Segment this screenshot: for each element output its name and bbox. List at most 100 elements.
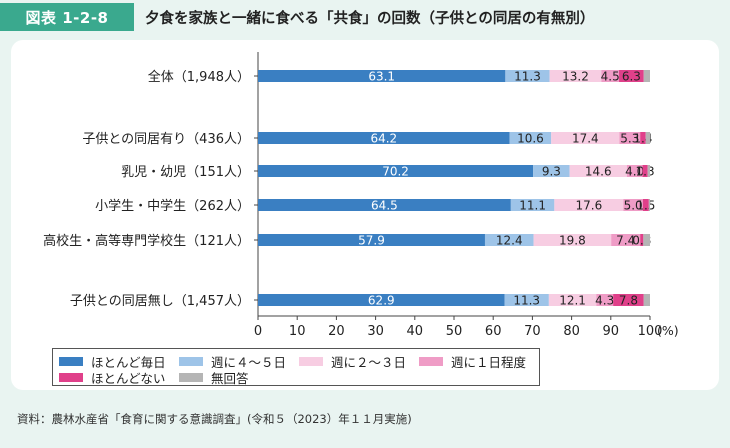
bar-segment [642,165,648,177]
figure-number-badge: 図表 1-2-8 [0,3,134,31]
bar-segment [569,165,627,177]
bar-segment [533,165,570,177]
legend-item-2-3-days: 週に２～３日 [299,352,406,371]
bar-segment [643,294,650,306]
bar-value-label: 12.4 [496,234,523,248]
bar-segment [643,70,650,82]
x-tick-label: 10 [289,324,306,339]
bar-segment [623,199,643,211]
bar-value-label: 1.3 [636,165,655,179]
bar-value-label: 11.3 [513,294,540,308]
bar-segment [613,294,644,306]
legend-label: 無回答 [211,371,249,386]
stacked-bar-chart: 0 10 20 30 40 50 60 70 80 90 100(%) 全体（1,948人） 63.1 1… [43,52,679,339]
legend-label: 週に４～５日 [211,355,287,370]
bar-segment [619,70,644,82]
bar-value-label: 4.3 [595,294,614,308]
bar-value-label: 62.9 [368,294,395,308]
bar-segment [619,132,641,144]
category-label: 小学生・中学生（262人） [95,198,250,214]
category-label: 乳児・幼児（151人） [121,165,250,180]
category-label: 全体（1,948人） [148,69,250,85]
bar-segment [551,132,620,144]
legend-swatch [59,373,83,382]
x-tick-label: 0 [254,324,262,339]
bar-value-label: 11.3 [514,70,541,84]
bar-value-label: 17.6 [575,199,602,213]
legend-item-1-day: 週に１日程度 [419,352,526,371]
bar-segment [258,294,505,306]
bar-value-label: 17.4 [572,132,599,146]
bar-segment [510,199,555,211]
x-tick-label: 90 [603,324,620,339]
bar-segment [258,199,511,211]
category-label: 高校生・高等専門学校生（121人） [43,233,250,249]
x-tick-label: 80 [563,324,580,339]
bar-value-label: 9.3 [542,165,561,179]
bar-segment [645,132,650,144]
bar-segment [258,234,485,246]
figure-title: 夕食を家族と一緒に食べる「共食」の回数（子供との同居の有無別） [145,11,595,27]
bar-value-label: 70.2 [382,165,409,179]
bar-value-label: 7.8 [619,294,638,308]
bar-value-label: 12.1 [559,294,586,308]
legend-swatch [419,357,443,366]
bar-segment [549,70,602,82]
bar-segment [640,234,644,246]
bar-segment [626,165,643,177]
x-tick-label: 70 [524,324,541,339]
bar-value-label: 5.3 [620,132,639,146]
category-label: 子供との同居有り（436人） [82,132,250,147]
bar-value-label: 11.1 [519,199,546,213]
bar-segment [258,132,510,144]
bar-value-label: 14.6 [585,165,612,179]
x-tick-label: 60 [485,324,502,339]
x-unit-label: (%) [657,323,679,338]
legend-swatch [59,357,83,366]
x-tick-label: 50 [446,324,463,339]
bar-segment [642,199,649,211]
legend-item-4-5-days: 週に４～５日 [179,352,286,371]
bar-segment [554,199,624,211]
legend-label: 週に１日程度 [451,355,527,370]
chart-panel [11,40,719,390]
x-tick-label: 20 [328,324,345,339]
legend-swatch [179,373,203,382]
x-tick-label: 40 [407,324,424,339]
x-tick-label: 100 [638,324,663,339]
bar-segment [258,165,534,177]
bar-value-label: 10.6 [517,132,544,146]
legend-item-rarely: ほとんどない [59,368,165,387]
bar-segment [504,294,549,306]
bar-segment [648,199,650,211]
bar-segment [647,165,650,177]
x-tick-label: 30 [367,324,384,339]
bar-segment [643,234,650,246]
bar-segment [484,234,534,246]
figure-header: 図表 1-2-8 夕食を家族と一緒に食べる「共食」の回数（子供との同居の有無別） [0,0,730,38]
bar-segment [533,234,612,246]
bar-segment [505,70,550,82]
legend-item-no-answer: 無回答 [179,368,249,387]
source-note: 資料：農林水産省「食育に関する意識調査」(令和５（2023）年１１月実施) [17,412,412,426]
bar-segment [601,70,620,82]
bar-segment [548,294,597,306]
bar-segment [509,132,552,144]
bar-value-label: 64.5 [371,199,398,213]
bar-value-label: 5.0 [624,199,643,213]
legend-swatch [299,357,323,366]
bar-value-label: 64.2 [370,132,397,146]
bar-segment [611,234,641,246]
bar-value-label: 57.9 [358,234,385,248]
bar-value-label: 19.8 [559,234,586,248]
legend-swatch [179,357,203,366]
legend-label: ほとんどない [91,371,166,386]
bar-value-label: 6.3 [622,70,641,84]
bar-segment [640,132,646,144]
bar-segment [596,294,614,306]
bar-segment [258,70,506,82]
bar-value-label: 4.0 [625,165,644,179]
chart-legend: ほとんど毎日 週に４～５日 週に２～３日 週に１日程度 ほとんどない 無回答 [52,348,540,386]
legend-item-everyday: ほとんど毎日 [59,352,166,371]
bar-value-label: 63.1 [368,70,395,84]
